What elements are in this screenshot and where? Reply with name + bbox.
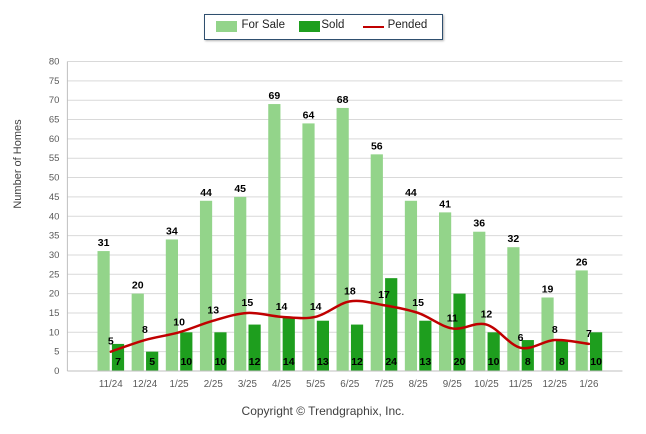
svg-text:75: 75 — [49, 76, 60, 87]
svg-text:55: 55 — [49, 153, 60, 164]
svg-text:1/26: 1/26 — [579, 379, 599, 390]
svg-text:45: 45 — [234, 183, 246, 195]
svg-text:5: 5 — [149, 356, 155, 368]
svg-text:1/25: 1/25 — [170, 379, 190, 390]
svg-text:14: 14 — [276, 301, 288, 313]
svg-text:15: 15 — [49, 308, 60, 319]
svg-text:60: 60 — [49, 134, 60, 145]
svg-text:10: 10 — [173, 316, 185, 328]
svg-text:34: 34 — [166, 225, 178, 237]
svg-text:26: 26 — [576, 256, 588, 268]
svg-text:11/25: 11/25 — [509, 379, 533, 390]
svg-text:13: 13 — [317, 356, 329, 368]
svg-text:9/25: 9/25 — [443, 379, 463, 390]
svg-text:17: 17 — [378, 289, 390, 301]
svg-text:5: 5 — [54, 347, 59, 358]
svg-text:80: 80 — [49, 57, 60, 68]
svg-text:12: 12 — [351, 356, 363, 368]
svg-text:12/25: 12/25 — [542, 379, 567, 390]
svg-text:68: 68 — [337, 94, 349, 106]
svg-text:40: 40 — [49, 211, 60, 222]
svg-text:5: 5 — [108, 336, 114, 348]
svg-text:7: 7 — [115, 356, 121, 368]
svg-text:20: 20 — [454, 356, 466, 368]
svg-text:10: 10 — [488, 356, 500, 368]
svg-text:3/25: 3/25 — [238, 379, 258, 390]
svg-text:10: 10 — [590, 356, 602, 368]
svg-text:12: 12 — [249, 356, 261, 368]
svg-text:7/25: 7/25 — [374, 379, 394, 390]
svg-text:20: 20 — [49, 289, 60, 300]
svg-text:69: 69 — [269, 90, 281, 102]
svg-text:36: 36 — [473, 218, 485, 230]
svg-text:8: 8 — [525, 356, 531, 368]
svg-text:70: 70 — [49, 95, 60, 106]
svg-text:14: 14 — [310, 301, 322, 313]
svg-text:6/25: 6/25 — [340, 379, 360, 390]
svg-text:13: 13 — [420, 356, 432, 368]
svg-text:7: 7 — [586, 328, 592, 340]
svg-text:5/25: 5/25 — [306, 379, 326, 390]
svg-text:18: 18 — [344, 285, 356, 297]
svg-text:10/25: 10/25 — [474, 379, 499, 390]
svg-text:4/25: 4/25 — [272, 379, 292, 390]
svg-text:10: 10 — [180, 356, 192, 368]
svg-text:24: 24 — [385, 356, 397, 368]
svg-text:15: 15 — [412, 297, 424, 309]
svg-text:0: 0 — [54, 366, 59, 377]
svg-text:8/25: 8/25 — [409, 379, 429, 390]
svg-text:44: 44 — [405, 187, 417, 199]
svg-text:13: 13 — [207, 305, 219, 317]
svg-text:25: 25 — [49, 269, 60, 280]
svg-text:56: 56 — [371, 140, 383, 152]
svg-text:10: 10 — [49, 327, 60, 338]
svg-text:8: 8 — [559, 356, 565, 368]
svg-text:45: 45 — [49, 192, 60, 203]
svg-text:15: 15 — [242, 297, 254, 309]
svg-text:30: 30 — [49, 250, 60, 261]
svg-text:2/25: 2/25 — [204, 379, 224, 390]
svg-text:8: 8 — [142, 324, 148, 336]
svg-text:19: 19 — [542, 283, 554, 295]
svg-text:50: 50 — [49, 173, 60, 184]
svg-text:41: 41 — [439, 198, 451, 210]
svg-text:35: 35 — [49, 231, 60, 242]
svg-text:8: 8 — [552, 324, 558, 336]
svg-text:32: 32 — [508, 233, 520, 245]
svg-text:64: 64 — [303, 109, 315, 121]
svg-text:12/24: 12/24 — [133, 379, 158, 390]
svg-text:65: 65 — [49, 115, 60, 126]
svg-text:12: 12 — [481, 309, 493, 321]
svg-text:14: 14 — [283, 356, 295, 368]
svg-text:6: 6 — [518, 332, 524, 344]
svg-text:10: 10 — [215, 356, 227, 368]
svg-text:11: 11 — [447, 312, 458, 324]
svg-text:31: 31 — [98, 237, 110, 249]
svg-text:44: 44 — [200, 187, 212, 199]
svg-text:20: 20 — [132, 280, 144, 292]
svg-text:11/24: 11/24 — [99, 379, 123, 390]
